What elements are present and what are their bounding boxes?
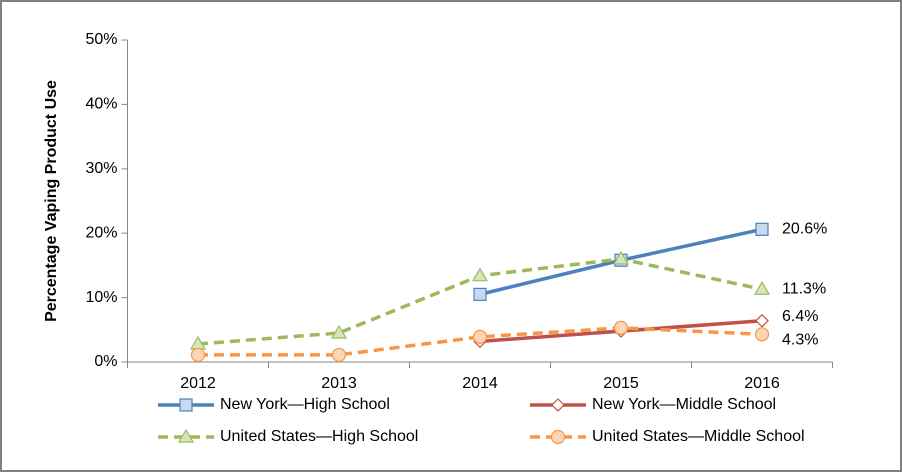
y-tick-label: 20%: [85, 224, 117, 241]
data-point: [755, 313, 769, 328]
legend-marker: [177, 428, 195, 443]
x-tick-label: 2014: [462, 375, 498, 392]
legend-marker: [551, 398, 565, 412]
data-label: 11.3%: [782, 280, 826, 297]
legend-marker: [179, 398, 193, 412]
y-axis-title: Percentage Vaping Product Use: [43, 80, 60, 322]
data-point: [190, 347, 206, 363]
data-label: 20.6%: [782, 221, 827, 238]
data-point: [753, 281, 771, 295]
data-point: [472, 329, 488, 344]
data-point: [612, 250, 630, 265]
data-point: [471, 267, 489, 282]
data-point: [755, 222, 769, 236]
data-label: 6.4%: [782, 308, 818, 325]
data-point: [613, 320, 629, 335]
data-point: [473, 287, 487, 301]
legend-label: New York—Middle School: [592, 396, 776, 413]
data-point: [330, 324, 348, 339]
legend-label: United States—High School: [220, 428, 418, 445]
legend-label: United States—Middle School: [592, 428, 805, 445]
x-tick-label: 2015: [603, 375, 639, 392]
series-line: [198, 326, 763, 357]
y-tick-label: 50%: [85, 31, 117, 48]
y-tick-label: 0%: [94, 353, 117, 370]
legend-label: New York—High School: [220, 396, 390, 413]
legend-marker: [550, 429, 566, 445]
x-tick-label: 2013: [321, 375, 357, 392]
data-point: [754, 327, 770, 342]
y-tick-label: 40%: [85, 96, 117, 113]
y-tick-label: 10%: [85, 289, 117, 306]
x-tick-label: 2016: [744, 375, 780, 392]
y-tick-label: 30%: [85, 160, 117, 177]
x-tick-label: 2012: [180, 375, 216, 392]
data-label: 4.3%: [782, 332, 818, 349]
data-point: [331, 347, 347, 363]
